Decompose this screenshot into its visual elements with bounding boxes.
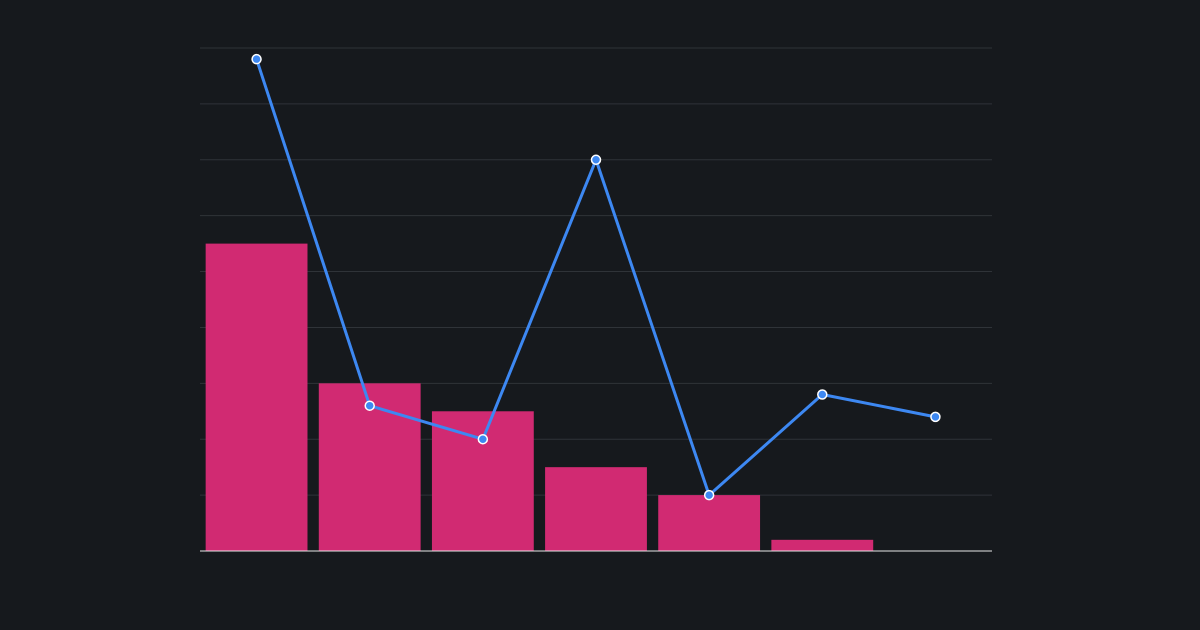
bar-6: [771, 539, 874, 551]
line-point-7: [930, 411, 941, 423]
line-point-4: [590, 154, 602, 166]
line-markers: [251, 53, 941, 501]
line-point-5: [703, 489, 715, 501]
bar-4: [545, 467, 647, 551]
line-point-3: [477, 433, 489, 445]
line-point-6: [817, 389, 828, 400]
line-point-2: [364, 400, 375, 411]
bar-5: [658, 495, 761, 551]
bar-1: [205, 243, 308, 551]
bar-series: [205, 243, 874, 551]
line-point-1: [251, 53, 262, 65]
bar-3: [431, 411, 534, 551]
bar-2: [318, 383, 421, 551]
